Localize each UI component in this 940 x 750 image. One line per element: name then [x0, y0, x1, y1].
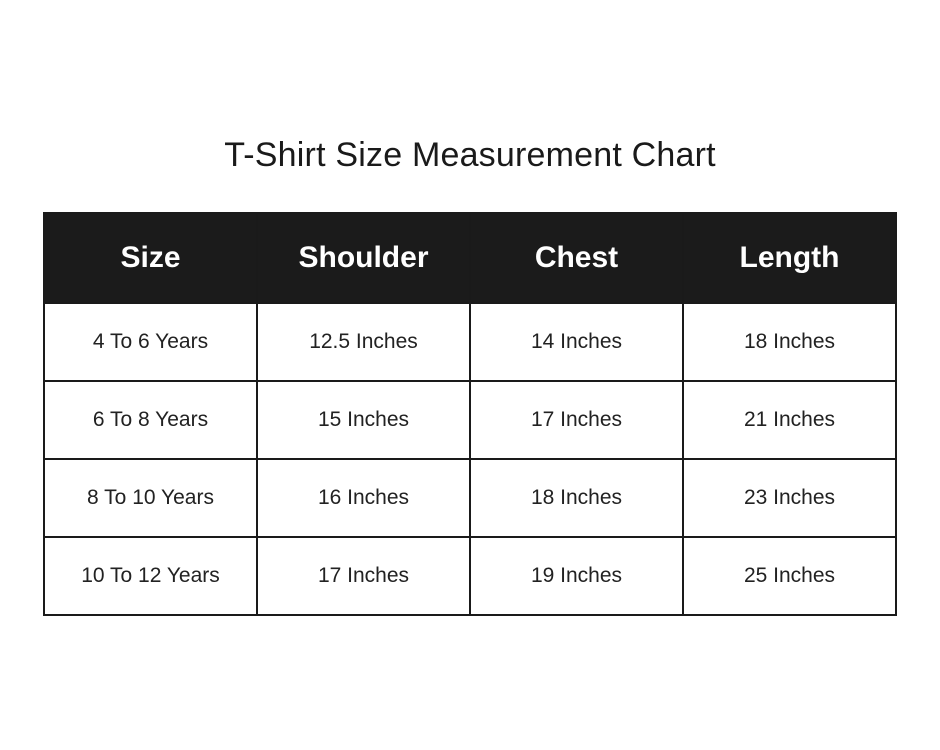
cell-size: 10 To 12 Years	[43, 536, 258, 616]
table-row: 6 To 8 Years 15 Inches 17 Inches 21 Inch…	[43, 380, 897, 460]
column-header-shoulder: Shoulder	[256, 212, 471, 304]
column-header-chest: Chest	[469, 212, 684, 304]
cell-length: 21 Inches	[682, 380, 897, 460]
header-row: Size Shoulder Chest Length	[43, 212, 897, 304]
table-row: 10 To 12 Years 17 Inches 19 Inches 25 In…	[43, 536, 897, 616]
size-table: Size Shoulder Chest Length 4 To 6 Years …	[43, 212, 897, 616]
cell-shoulder: 16 Inches	[256, 458, 471, 538]
cell-size: 6 To 8 Years	[43, 380, 258, 460]
cell-shoulder: 17 Inches	[256, 536, 471, 616]
table-row: 4 To 6 Years 12.5 Inches 14 Inches 18 In…	[43, 302, 897, 382]
cell-shoulder: 12.5 Inches	[256, 302, 471, 382]
cell-chest: 14 Inches	[469, 302, 684, 382]
column-header-size: Size	[43, 212, 258, 304]
cell-chest: 17 Inches	[469, 380, 684, 460]
cell-size: 4 To 6 Years	[43, 302, 258, 382]
cell-length: 23 Inches	[682, 458, 897, 538]
cell-length: 18 Inches	[682, 302, 897, 382]
column-header-length: Length	[682, 212, 897, 304]
chart-title: T-Shirt Size Measurement Chart	[224, 136, 716, 174]
cell-size: 8 To 10 Years	[43, 458, 258, 538]
cell-chest: 18 Inches	[469, 458, 684, 538]
cell-chest: 19 Inches	[469, 536, 684, 616]
cell-length: 25 Inches	[682, 536, 897, 616]
table-row: 8 To 10 Years 16 Inches 18 Inches 23 Inc…	[43, 458, 897, 538]
cell-shoulder: 15 Inches	[256, 380, 471, 460]
